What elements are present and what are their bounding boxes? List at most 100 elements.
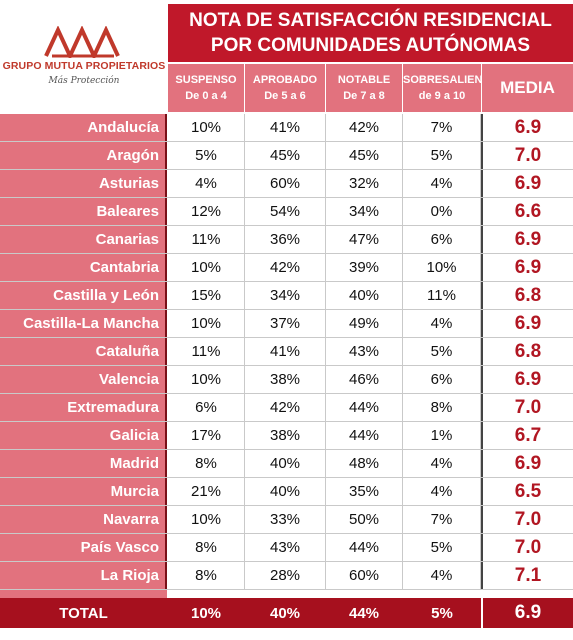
total-suspenso: 10% [190,604,222,622]
table-row: Castilla y León 15% 34% 40% 11% 6.8 [0,282,573,310]
total-sobresaliente: 5% [431,604,453,622]
cell-media: 6.7 [481,422,573,449]
cell-suspenso: 11% [168,338,245,365]
cell-aprobado: 43% [245,534,326,561]
cell-media: 7.0 [481,394,573,421]
cell-suspenso: 10% [168,114,245,141]
cell-media: 6.9 [481,254,573,281]
region-name: Castilla y León [0,282,167,309]
table-row: Castilla-La Mancha 10% 37% 49% 4% 6.9 [0,310,573,338]
cell-aprobado: 38% [245,422,326,449]
region-name: Extremadura [0,394,167,421]
cell-media: 6.8 [481,282,573,309]
cell-aprobado: 40% [245,450,326,477]
cell-media: 7.0 [481,506,573,533]
table-row: Madrid 8% 40% 48% 4% 6.9 [0,450,573,478]
cell-aprobado: 42% [245,394,326,421]
header-media: MEDIA [482,64,573,112]
cell-aprobado: 34% [245,282,326,309]
brand-name: GRUPO MUTUA PROPIETARIOS [2,60,166,72]
cell-suspenso: 12% [168,198,245,225]
cell-notable: 48% [326,450,403,477]
cell-sobresaliente: 1% [403,422,481,449]
cell-sobresaliente: 7% [403,114,481,141]
cell-sobresaliente: 4% [403,450,481,477]
cell-sobresaliente: 0% [403,198,481,225]
cell-notable: 44% [326,534,403,561]
cell-aprobado: 33% [245,506,326,533]
cell-notable: 60% [326,562,403,589]
cell-media: 7.0 [481,142,573,169]
region-name: Baleares [0,198,167,225]
cell-suspenso: 5% [168,142,245,169]
cell-suspenso: 10% [168,310,245,337]
region-name: Cataluña [0,338,167,365]
cell-media: 6.9 [481,170,573,197]
cell-suspenso: 11% [168,226,245,253]
cell-aprobado: 41% [245,114,326,141]
cell-aprobado: 36% [245,226,326,253]
region-name: Madrid [0,450,167,477]
cell-sobresaliente: 5% [403,338,481,365]
header-notable-label: NOTABLE [337,74,391,86]
cell-sobresaliente: 10% [403,254,481,281]
cell-media: 6.8 [481,338,573,365]
table-row: Murcia 21% 40% 35% 4% 6.5 [0,478,573,506]
table-row: Andalucía 10% 41% 42% 7% 6.9 [0,114,573,142]
cell-sobresaliente: 4% [403,478,481,505]
cell-sobresaliente: 4% [403,562,481,589]
cell-notable: 35% [326,478,403,505]
mutua-logo-icon [44,26,120,58]
cell-aprobado: 38% [245,366,326,393]
region-name: Castilla-La Mancha [0,310,167,337]
cell-media: 6.6 [481,198,573,225]
table-row: Cantabria 10% 42% 39% 10% 6.9 [0,254,573,282]
cell-sobresaliente: 4% [403,170,481,197]
total-media: 6.9 [481,598,573,628]
header-aprobado: APROBADO De 5 a 6 [245,64,325,112]
cell-media: 6.9 [481,310,573,337]
cell-notable: 44% [326,394,403,421]
cell-aprobado: 37% [245,310,326,337]
cell-sobresaliente: 4% [403,310,481,337]
table-row: Aragón 5% 45% 45% 5% 7.0 [0,142,573,170]
table-row: Valencia 10% 38% 46% 6% 6.9 [0,366,573,394]
cell-sobresaliente: 6% [403,366,481,393]
header-sobresaliente: SOBRESALIENTE de 9 a 10 [403,64,497,112]
cell-notable: 45% [326,142,403,169]
cell-aprobado: 60% [245,170,326,197]
cell-suspenso: 8% [168,450,245,477]
cell-notable: 39% [326,254,403,281]
cell-notable: 44% [326,422,403,449]
cell-media: 6.9 [481,226,573,253]
cell-aprobado: 28% [245,562,326,589]
cell-sobresaliente: 5% [403,142,481,169]
region-name: Valencia [0,366,167,393]
total-notable: 44% [348,604,380,622]
brand-logo: GRUPO MUTUA PROPIETARIOS Más Protección [0,0,168,114]
region-name: Murcia [0,478,167,505]
cell-media: 6.5 [481,478,573,505]
cell-suspenso: 10% [168,506,245,533]
cell-media: 7.0 [481,534,573,561]
cell-suspenso: 6% [168,394,245,421]
cell-notable: 43% [326,338,403,365]
header-notable: NOTABLE De 7 a 8 [326,64,402,112]
table-row: Navarra 10% 33% 50% 7% 7.0 [0,506,573,534]
header-suspenso-label: SUSPENSO [175,74,237,86]
cell-sobresaliente: 7% [403,506,481,533]
cell-sobresaliente: 11% [403,282,481,309]
table-row: Extremadura 6% 42% 44% 8% 7.0 [0,394,573,422]
table-title: NOTA DE SATISFACCIÓN RESIDENCIAL POR COM… [168,4,573,62]
region-name: Andalucía [0,114,167,141]
cell-aprobado: 45% [245,142,326,169]
table-row: País Vasco 8% 43% 44% 5% 7.0 [0,534,573,562]
table-row: Cataluña 11% 41% 43% 5% 6.8 [0,338,573,366]
cell-suspenso: 10% [168,366,245,393]
cell-suspenso: 15% [168,282,245,309]
cell-suspenso: 21% [168,478,245,505]
total-aprobado: 40% [269,604,301,622]
cell-media: 6.9 [481,450,573,477]
cell-sobresaliente: 5% [403,534,481,561]
header-notable-range: De 7 a 8 [343,90,385,102]
